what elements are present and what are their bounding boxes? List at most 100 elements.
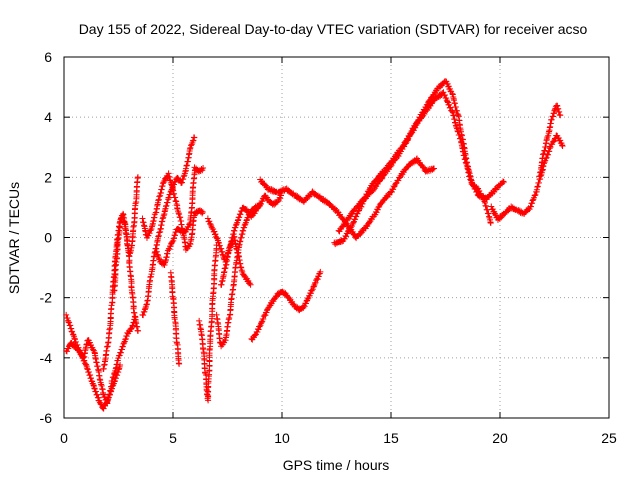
data-point	[445, 83, 452, 90]
data-point	[350, 231, 357, 238]
data-point	[529, 200, 536, 207]
data-point	[146, 230, 153, 237]
data-point	[98, 382, 105, 389]
data-point	[499, 211, 506, 218]
data-point	[277, 195, 284, 202]
data-point	[557, 137, 564, 144]
y-tick-label: 6	[44, 49, 52, 65]
data-point	[546, 148, 553, 155]
data-point	[132, 200, 139, 207]
data-point	[161, 176, 168, 183]
data-point	[535, 179, 542, 186]
data-point	[314, 276, 321, 283]
series-track-k	[213, 201, 263, 350]
x-tick-label: 25	[601, 430, 617, 446]
data-point	[84, 366, 91, 373]
data-point	[339, 238, 346, 245]
data-point	[173, 198, 180, 205]
data-point	[80, 354, 87, 361]
data-point	[143, 301, 150, 308]
data-point	[308, 287, 315, 294]
data-point	[168, 181, 175, 188]
x-tick-label: 20	[492, 430, 508, 446]
grid	[64, 57, 609, 418]
data-point	[199, 209, 206, 216]
x-tick-label: 15	[383, 430, 399, 446]
data-point	[485, 210, 492, 217]
data-point	[247, 281, 254, 288]
data-point	[179, 179, 186, 186]
data-point	[345, 227, 352, 234]
data-point	[545, 151, 552, 158]
data-point	[262, 312, 269, 319]
data-point	[140, 312, 147, 319]
data-point	[218, 245, 225, 252]
data-point	[159, 183, 166, 190]
data-point	[312, 279, 319, 286]
data-point	[255, 326, 262, 333]
data-point	[200, 346, 207, 353]
data-point	[238, 234, 245, 241]
data-point	[169, 238, 176, 245]
data-point	[446, 101, 453, 108]
data-point	[395, 177, 402, 184]
data-point	[226, 315, 233, 322]
x-axis-label: GPS time / hours	[283, 457, 390, 473]
data-point	[374, 206, 381, 213]
series-track-p	[335, 89, 507, 235]
y-tick-label: 2	[44, 169, 52, 185]
series-track-h	[167, 269, 183, 367]
data-point	[128, 326, 135, 332]
data-point	[212, 231, 219, 238]
data-point	[74, 341, 81, 348]
data-point	[270, 296, 277, 303]
x-tick-label: 5	[169, 430, 177, 446]
data-point	[108, 302, 115, 309]
data-point	[256, 323, 263, 330]
data-point	[487, 220, 494, 227]
data-point	[315, 273, 322, 280]
data-point	[395, 153, 402, 160]
data-point	[139, 215, 146, 222]
data-point	[117, 362, 124, 369]
data-point	[116, 352, 123, 359]
data-point	[211, 228, 218, 235]
data-point	[473, 188, 480, 195]
data-point	[454, 128, 461, 135]
data-point	[466, 173, 473, 180]
y-tick-label: 4	[44, 109, 52, 125]
data-point	[354, 210, 361, 217]
data-point	[112, 375, 119, 382]
data-point	[66, 319, 73, 326]
data-point	[390, 186, 397, 193]
data-point	[431, 165, 438, 172]
series-track-d	[111, 210, 142, 334]
data-point	[557, 112, 564, 119]
data-point	[500, 178, 507, 185]
data-point	[147, 227, 154, 234]
data-point	[539, 151, 546, 158]
y-tick-label: 0	[44, 230, 52, 246]
data-point	[381, 196, 388, 203]
data-point	[379, 173, 386, 180]
data-point	[160, 179, 167, 186]
data-point	[307, 290, 314, 297]
y-tick-label: -4	[40, 350, 53, 366]
y-tick-label: -6	[40, 410, 53, 426]
x-tick-label: 10	[274, 430, 290, 446]
data-point	[461, 152, 468, 159]
data-point	[218, 281, 225, 288]
data-point	[107, 391, 114, 398]
data-point	[556, 108, 563, 115]
data-point	[176, 360, 183, 367]
data-point	[106, 326, 113, 333]
data-point	[559, 142, 566, 149]
data-point	[204, 215, 211, 222]
data-point	[350, 219, 357, 226]
data-point	[531, 192, 538, 199]
data-point	[75, 344, 82, 351]
data-point	[534, 183, 541, 190]
data-point	[200, 164, 207, 171]
data-point	[353, 213, 360, 220]
data-point	[544, 134, 551, 141]
